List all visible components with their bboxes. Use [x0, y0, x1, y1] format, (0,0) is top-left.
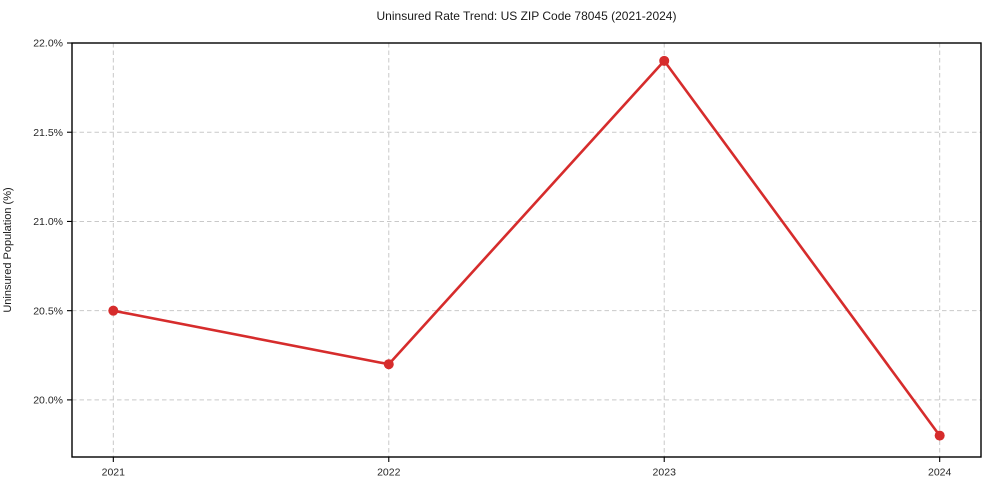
y-tick-label: 20.0% — [33, 395, 63, 407]
data-point — [934, 430, 945, 441]
data-point — [383, 359, 394, 370]
y-tick-label: 21.5% — [33, 127, 63, 139]
x-tick-label: 2024 — [928, 467, 952, 479]
y-tick-label: 22.0% — [33, 38, 63, 50]
y-tick-label: 20.5% — [33, 305, 63, 317]
data-point — [108, 305, 119, 316]
x-tick-label: 2021 — [102, 467, 126, 479]
trend-line — [112, 59, 941, 437]
x-tick-label: 2022 — [377, 467, 401, 479]
y-axis-label: Uninsured Population (%) — [2, 187, 14, 313]
y-tick-label: 21.0% — [33, 216, 63, 228]
plot-border — [71, 42, 982, 458]
x-tick-label: 2023 — [653, 467, 677, 479]
data-point — [659, 55, 670, 66]
chart-title: Uninsured Rate Trend: US ZIP Code 78045 … — [376, 9, 677, 23]
